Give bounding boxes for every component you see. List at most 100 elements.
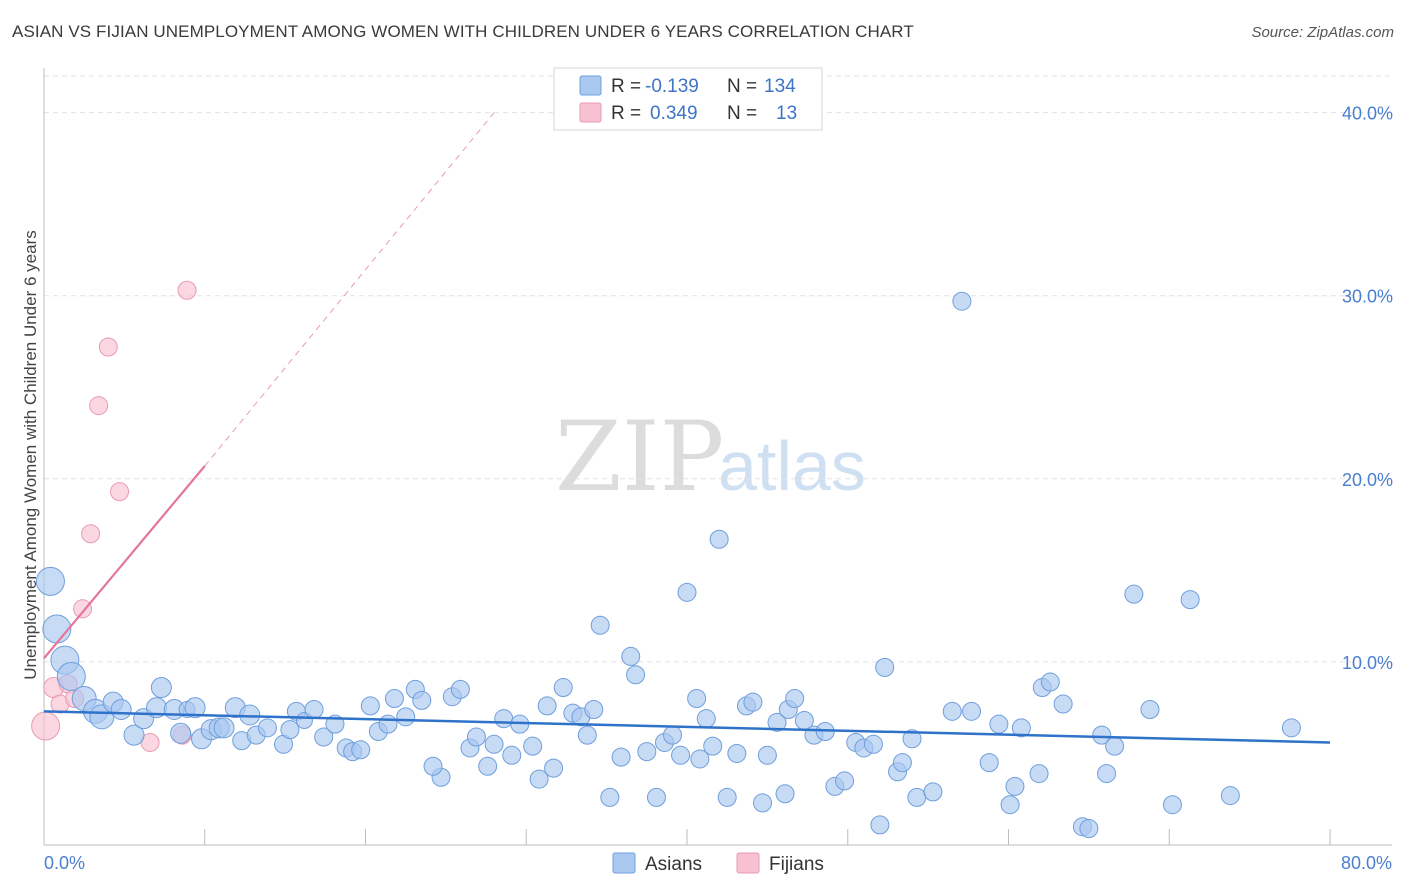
asians-point — [703, 736, 723, 756]
fijians-point — [73, 599, 93, 619]
fijians-point — [98, 337, 118, 357]
asians-point — [1105, 736, 1125, 756]
asians-point — [56, 662, 86, 692]
asians-point — [646, 787, 666, 807]
legend-n-value-fijians: 13 — [776, 103, 797, 124]
asians-point — [1005, 776, 1025, 796]
legend-n-label-asians: N = — [727, 76, 757, 97]
asians-point — [979, 753, 999, 773]
asians-point — [663, 725, 683, 745]
bottom-legend-swatch-asians — [612, 852, 636, 874]
bottom-legend-label-fijians: Fijians — [769, 854, 824, 875]
asians-point — [42, 614, 72, 644]
asians-point — [743, 692, 763, 712]
legend-n-value-asians: 134 — [764, 76, 796, 97]
fijians-trendline — [43, 465, 206, 659]
trendlines — [43, 112, 1331, 744]
asians-point — [478, 756, 498, 776]
asians-point — [785, 689, 805, 709]
y-tick-label: 20.0% — [1342, 470, 1393, 490]
asians-point — [727, 743, 747, 763]
bottom-legend-swatch-fijians — [736, 852, 760, 874]
asians-trendline — [43, 710, 1331, 744]
asians-point — [384, 689, 404, 709]
asians-point — [626, 665, 646, 685]
asians-point — [184, 697, 206, 719]
asians-point — [150, 677, 172, 699]
fijians-point — [81, 524, 101, 544]
fijians-trendline-extension — [204, 112, 495, 467]
asians-point — [690, 749, 710, 769]
asians-point — [466, 727, 486, 747]
asians-point — [450, 679, 470, 699]
asians-point — [709, 529, 729, 549]
legend-n-label-fijians: N = — [727, 103, 757, 124]
asians-point — [1162, 795, 1182, 815]
asians-point — [35, 566, 65, 596]
asians-point — [577, 725, 597, 745]
fijians-point — [110, 482, 130, 502]
asians-point — [1053, 694, 1073, 714]
fijians-point — [89, 396, 109, 416]
asians-point — [412, 690, 432, 710]
asians-point — [584, 700, 604, 720]
asians-point — [502, 745, 522, 765]
bottom-legend-label-asians: Asians — [645, 854, 702, 875]
asians-point — [590, 615, 610, 635]
y-axis-label: Unemployment Among Women with Children U… — [21, 230, 40, 679]
asians-point — [537, 696, 557, 716]
legend-r-label-asians: R = — [611, 76, 641, 97]
asians-point — [767, 712, 787, 732]
asians-point — [257, 718, 277, 738]
asians-point — [1079, 819, 1099, 839]
legend-r-value-fijians: 0.349 — [650, 103, 698, 124]
asians-point — [870, 815, 890, 835]
asians-point — [753, 793, 773, 813]
watermark-atlas: atlas — [718, 427, 866, 505]
asians-point — [423, 756, 443, 776]
y-tick-labels: 10.0% 20.0% 30.0% 40.0% — [1342, 104, 1393, 673]
asians-point — [863, 734, 883, 754]
asians-point — [637, 742, 657, 762]
asians-point — [902, 729, 922, 749]
asians-point — [717, 787, 737, 807]
asians-point — [280, 720, 300, 740]
asians-point — [213, 717, 235, 739]
asians-point — [835, 771, 855, 791]
x-tick-label-max: 80.0% — [1341, 853, 1392, 873]
asians-point — [775, 784, 795, 804]
chart-source: Source: ZipAtlas.com — [1251, 24, 1394, 41]
asians-point — [1220, 786, 1240, 806]
gridlines — [44, 75, 1392, 663]
asians-point — [1097, 764, 1117, 784]
asians-point — [314, 727, 334, 747]
asians-point — [1000, 795, 1020, 815]
asians-point — [529, 769, 549, 789]
asians-point — [360, 696, 380, 716]
asians-point — [304, 700, 324, 720]
asians-points — [35, 291, 1301, 839]
asians-point — [875, 657, 895, 677]
asians-point — [523, 736, 543, 756]
asians-point — [677, 582, 697, 602]
asians-point — [671, 745, 691, 765]
asians-point — [484, 734, 504, 754]
asians-point — [123, 724, 145, 746]
watermark-zip: ZIP — [555, 401, 724, 513]
asians-point — [600, 787, 620, 807]
y-tick-label: 10.0% — [1342, 653, 1393, 673]
asians-point — [1281, 718, 1301, 738]
asians-point — [378, 714, 398, 734]
asians-point — [621, 646, 641, 666]
asians-point — [962, 701, 982, 721]
x-tick-label-min: 0.0% — [44, 853, 85, 873]
asians-point — [1092, 725, 1112, 745]
series-legend: Asians Fijians — [612, 852, 824, 875]
asians-point — [757, 745, 777, 765]
asians-point — [1011, 718, 1031, 738]
asians-point — [1180, 590, 1200, 610]
asians-point — [696, 709, 716, 729]
legend-swatch-fijians — [579, 102, 602, 123]
asians-point — [553, 678, 573, 698]
